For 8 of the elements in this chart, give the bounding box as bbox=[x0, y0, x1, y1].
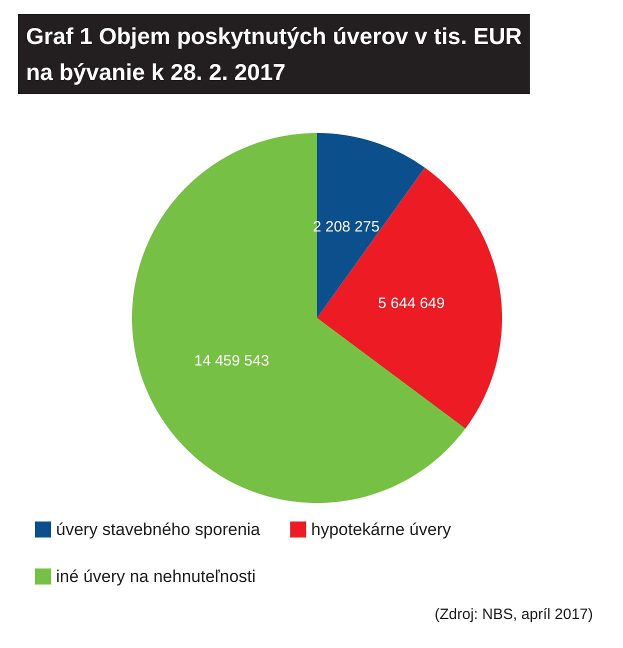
chart-title: Graf 1 Objem poskytnutých úverov v tis. EUR na bývanie k 28. 2. 2017 bbox=[26, 23, 522, 85]
data-label: 2 208 275 bbox=[312, 218, 380, 236]
legend-label: úvery stavebného sporenia bbox=[56, 520, 261, 539]
text: (Zdroj: NBS, apríl 2017) bbox=[434, 606, 594, 623]
data-label: 14 459 543 bbox=[194, 352, 270, 370]
data-label: 5 644 649 bbox=[378, 294, 445, 312]
legend-label: hypotekárne úvery bbox=[311, 520, 452, 539]
legend-label: iné úvery na nehnuteľnosti bbox=[56, 567, 256, 586]
